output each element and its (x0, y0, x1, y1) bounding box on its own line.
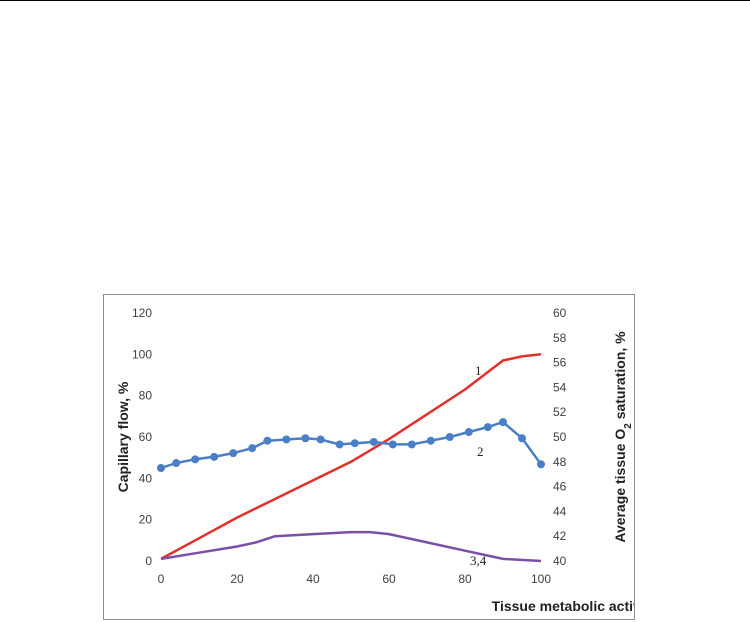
x-tick-label: 80 (458, 572, 472, 586)
series-line-3-4 (160, 530, 542, 563)
series-2-point (350, 439, 359, 448)
y-tick-label: 100 (132, 347, 152, 361)
series-2-point (172, 459, 181, 468)
series-2-point (248, 444, 257, 453)
y-tick-label: 20 (139, 513, 153, 527)
series-2-point (388, 440, 397, 449)
x-tick-label: 100 (531, 572, 551, 586)
line-chart: 0 20 40 60 80 100 0 20 40 60 80 100 120 40 42 44 46 48 50 5… (115, 306, 634, 614)
series-2-point (407, 440, 416, 449)
y-tick-label: 80 (139, 389, 153, 403)
series-2-point (518, 434, 526, 443)
y-tick-label: 0 (145, 554, 152, 568)
y2-tick-label: 44 (553, 504, 567, 518)
curve-label: 3,4 (470, 553, 487, 568)
series-line-1 (160, 353, 542, 560)
y2-tick-label: 40 (553, 554, 567, 568)
series-2-point (483, 423, 492, 432)
y2-tick-label: 42 (553, 529, 567, 543)
series-2-point (229, 449, 238, 458)
y-tick-label: 40 (139, 471, 153, 485)
series-2-point (335, 440, 344, 449)
y2-tick-label: 46 (553, 480, 567, 494)
chart-frame: 0 20 40 60 80 100 0 20 40 60 80 100 120 40 42 44 46 48 50 5… (103, 294, 635, 620)
series-2-point (369, 437, 378, 446)
series-2-point (426, 436, 435, 445)
series-2-point (537, 460, 545, 469)
series-2-point (499, 418, 507, 427)
series-2-point (316, 435, 325, 444)
series-2-point (210, 452, 219, 461)
y2-tick-label: 54 (553, 380, 567, 394)
curve-label: 2 (477, 444, 484, 459)
x-tick-label: 0 (158, 572, 165, 586)
y2-axis-title: Average tissue O2 saturation, % (612, 331, 634, 543)
series-2-point (445, 433, 454, 441)
x-axis-title: Tissue metabolic activity, % (492, 598, 634, 614)
y2-tick-label: 56 (553, 356, 567, 370)
series-2-point (157, 464, 165, 472)
x-tick-label: 60 (382, 572, 396, 586)
y2-tick-label: 50 (553, 430, 567, 444)
series-line-2 (160, 420, 543, 470)
series-2-point (464, 428, 473, 437)
series-2-point (301, 434, 310, 443)
series-2-point (191, 455, 200, 464)
page-top-rule (0, 0, 750, 1)
y-axis-title: Capillary flow, % (115, 381, 131, 492)
y2-axis-title-part: Average tissue O (612, 429, 628, 543)
curve-label: 1 (475, 363, 482, 378)
y2-tick-label: 58 (553, 331, 567, 345)
y-tick-label: 120 (132, 306, 152, 320)
y2-tick-label: 52 (553, 405, 567, 419)
series-2-point (282, 435, 291, 444)
y2-axis-title-part: saturation, % (612, 331, 628, 423)
series-2-point (263, 436, 272, 445)
y2-tick-label: 48 (553, 455, 567, 469)
y-tick-label: 60 (139, 430, 153, 444)
y2-axis-title-subscript: 2 (623, 423, 634, 429)
y2-tick-label: 60 (553, 306, 567, 320)
x-tick-label: 40 (306, 572, 320, 586)
x-tick-label: 20 (230, 572, 244, 586)
